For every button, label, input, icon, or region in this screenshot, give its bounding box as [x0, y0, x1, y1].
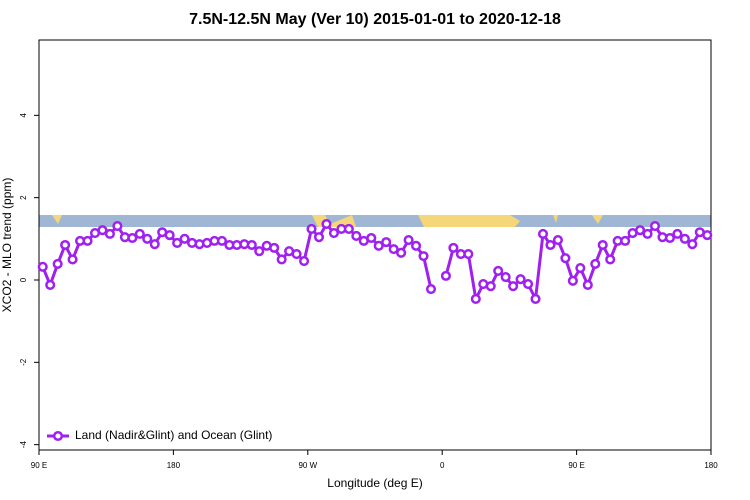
data-point	[493, 265, 504, 276]
data-point	[635, 225, 646, 236]
data-point	[216, 235, 227, 246]
data-point	[97, 225, 108, 236]
data-point	[299, 256, 310, 267]
data-point	[313, 232, 325, 243]
data-point	[590, 258, 601, 269]
data-point	[60, 239, 71, 251]
data-point	[530, 293, 541, 304]
y-axis-label: XCO2 - MLO trend (ppm)	[0, 178, 14, 313]
data-point	[306, 223, 317, 234]
data-point	[373, 240, 384, 251]
x-tick-label: 90 W	[298, 461, 317, 470]
x-tick-label: 0	[440, 461, 445, 470]
data-point	[485, 281, 496, 292]
y-tick-label: -2	[19, 358, 28, 366]
data-point	[470, 293, 481, 304]
data-point	[425, 283, 437, 295]
data-point	[164, 230, 175, 241]
data-point	[418, 251, 429, 262]
data-point	[702, 230, 713, 241]
data-point	[567, 275, 578, 286]
data-point	[552, 235, 563, 246]
data-point	[149, 239, 160, 250]
data-point	[620, 235, 631, 246]
legend-label: Land (Nadir&Glint) and Ocean (Glint)	[75, 428, 272, 442]
data-point	[672, 228, 683, 239]
land-mask-strip	[39, 215, 711, 227]
data-point	[328, 228, 339, 239]
data-point	[142, 233, 153, 244]
data-point	[104, 228, 115, 239]
data-point	[687, 239, 698, 250]
data-point	[523, 279, 534, 290]
data-point	[381, 237, 392, 248]
data-point	[664, 232, 675, 244]
data-point	[366, 232, 377, 244]
data-point	[545, 239, 556, 251]
data-point	[82, 235, 93, 246]
x-tick-label: 180	[704, 461, 718, 470]
data-point	[515, 274, 526, 285]
data-point	[67, 254, 78, 265]
x-tick-label: 90 E	[568, 461, 584, 470]
data-point	[45, 279, 56, 290]
data-point	[575, 263, 586, 274]
legend-marker	[52, 430, 64, 442]
y-tick-label: 2	[19, 195, 28, 200]
x-tick-label: 180	[167, 461, 181, 470]
data-point	[649, 221, 661, 232]
data-point	[440, 270, 451, 281]
data-point	[246, 239, 257, 251]
data-point	[500, 272, 511, 283]
data-point	[351, 230, 362, 241]
data-point	[396, 247, 407, 258]
data-point	[582, 279, 593, 290]
data-point	[463, 249, 474, 260]
data-point	[605, 254, 616, 265]
data-point	[127, 232, 138, 244]
data-point	[276, 254, 287, 265]
y-tick-label: 0	[19, 277, 28, 282]
data-point	[642, 228, 653, 239]
plot-frame	[38, 39, 712, 451]
data-point	[411, 240, 422, 251]
x-tick-label: 90 E	[31, 461, 47, 470]
y-tick-label: -4	[19, 441, 28, 449]
data-point	[112, 221, 123, 232]
data-point	[172, 237, 183, 248]
data-point	[134, 228, 145, 239]
data-point	[560, 253, 571, 264]
data-point	[179, 233, 190, 244]
data-point	[37, 261, 48, 272]
data-point	[508, 281, 519, 292]
data-point	[321, 218, 332, 230]
chart-title: 7.5N-12.5N May (Ver 10) 2015-01-01 to 20…	[189, 11, 561, 28]
data-point	[597, 239, 608, 251]
data-point	[537, 228, 549, 239]
data-point	[679, 233, 690, 244]
data-point	[343, 223, 354, 234]
x-axis-label: Longitude (deg E)	[327, 476, 422, 490]
data-point	[388, 244, 399, 255]
data-point	[254, 246, 265, 257]
data-point	[403, 235, 414, 246]
data-point	[291, 249, 302, 260]
data-point	[448, 242, 459, 253]
data-point	[52, 258, 63, 269]
data-point	[269, 242, 280, 253]
y-tick-label: 4	[19, 113, 28, 118]
